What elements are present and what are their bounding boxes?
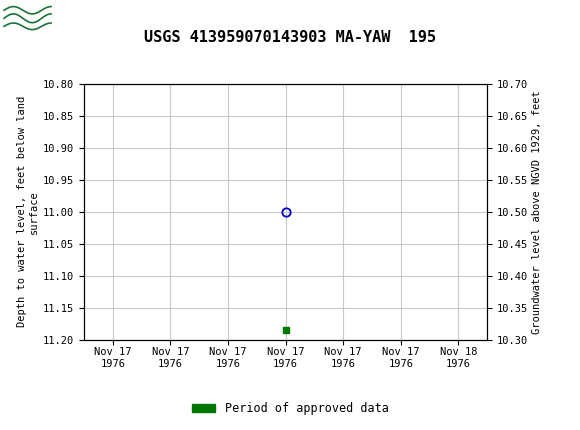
Text: USGS 413959070143903 MA-YAW  195: USGS 413959070143903 MA-YAW 195 [144,30,436,45]
Y-axis label: Groundwater level above NGVD 1929, feet: Groundwater level above NGVD 1929, feet [532,90,542,334]
Legend: Period of approved data: Period of approved data [187,397,393,420]
FancyBboxPatch shape [3,3,52,34]
Text: USGS: USGS [58,9,102,27]
Y-axis label: Depth to water level, feet below land
surface: Depth to water level, feet below land su… [17,96,39,327]
